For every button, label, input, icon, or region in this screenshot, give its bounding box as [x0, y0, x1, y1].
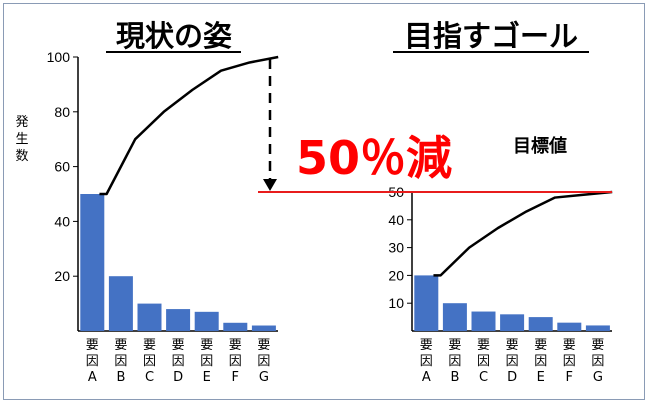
x-category-label: F: [566, 370, 573, 385]
figure-frame: [3, 3, 645, 400]
x-category-label: 要: [477, 338, 490, 353]
x-category-label: B: [450, 370, 459, 385]
cumulative-line: [99, 55, 279, 196]
y-axis-label-char: 発: [15, 115, 28, 130]
x-category-label: 因: [448, 354, 461, 369]
left-chart-title: 現状の姿: [116, 19, 232, 53]
x-category-label: 因: [477, 354, 490, 369]
x-category-label: 要: [200, 338, 213, 353]
x-category-label: E: [203, 370, 211, 385]
x-category-label: 因: [229, 354, 242, 369]
x-category-label: 因: [172, 354, 185, 369]
right-chart-title: 目指すゴール: [404, 19, 578, 53]
cumulative-line: [433, 190, 613, 277]
y-tick-label: 60: [54, 159, 70, 175]
reduction-label: 50％減: [296, 131, 452, 185]
left-y-axis-label: 発生数: [15, 115, 28, 164]
bar: [251, 325, 276, 331]
x-category-label: 要: [563, 338, 576, 353]
bar: [80, 194, 105, 331]
x-category-label: 要: [420, 338, 433, 353]
x-category-label: E: [537, 370, 545, 385]
bar: [500, 314, 525, 331]
x-category-label: 要: [229, 338, 242, 353]
x-category-label: 要: [257, 338, 270, 353]
x-category-label: 因: [114, 354, 127, 369]
x-category-label: 要: [143, 338, 156, 353]
x-category-label: 因: [143, 354, 156, 369]
x-category-label: 要: [114, 338, 127, 353]
y-tick-label: 20: [54, 268, 70, 284]
x-category-label: A: [88, 370, 97, 385]
x-category-label: 因: [420, 354, 433, 369]
x-category-label: 要: [534, 338, 547, 353]
x-category-label: C: [145, 370, 154, 385]
bar: [528, 317, 553, 331]
y-tick-label: 20: [388, 267, 404, 283]
bar: [223, 322, 248, 331]
bar: [557, 322, 582, 331]
y-axis-label-char: 生: [15, 132, 28, 147]
bar: [414, 275, 439, 331]
y-tick-label: 40: [388, 212, 404, 228]
y-tick-label: 30: [388, 240, 404, 256]
x-category-label: D: [173, 370, 183, 385]
x-category-label: 要: [506, 338, 519, 353]
x-category-label: F: [232, 370, 239, 385]
x-category-label: 要: [172, 338, 185, 353]
bar: [585, 325, 610, 331]
x-category-label: D: [507, 370, 517, 385]
x-category-label: 因: [591, 354, 604, 369]
y-tick-label: 40: [54, 213, 70, 229]
y-axis-label-char: 数: [15, 149, 28, 164]
y-tick-label: 80: [54, 104, 70, 120]
bar: [108, 276, 133, 331]
x-category-label: 要: [86, 338, 99, 353]
y-tick-label: 100: [47, 49, 71, 65]
x-category-label: 因: [534, 354, 547, 369]
bar: [137, 303, 162, 331]
bar: [166, 309, 191, 331]
x-category-label: 因: [563, 354, 576, 369]
x-category-label: C: [479, 370, 488, 385]
x-category-label: 要: [591, 338, 604, 353]
x-category-label: 因: [86, 354, 99, 369]
x-category-label: G: [593, 370, 603, 385]
target-value-label: 目標値: [513, 135, 567, 157]
x-category-label: G: [259, 370, 269, 385]
reduction-arrow-head: [263, 179, 277, 191]
x-category-label: 因: [506, 354, 519, 369]
x-category-label: A: [422, 370, 431, 385]
x-category-label: 因: [200, 354, 213, 369]
bar: [442, 303, 467, 331]
x-category-label: B: [116, 370, 125, 385]
y-tick-label: 10: [388, 295, 404, 311]
bar: [471, 311, 496, 331]
bar: [194, 311, 219, 331]
x-category-label: 要: [448, 338, 461, 353]
x-category-label: 因: [257, 354, 270, 369]
